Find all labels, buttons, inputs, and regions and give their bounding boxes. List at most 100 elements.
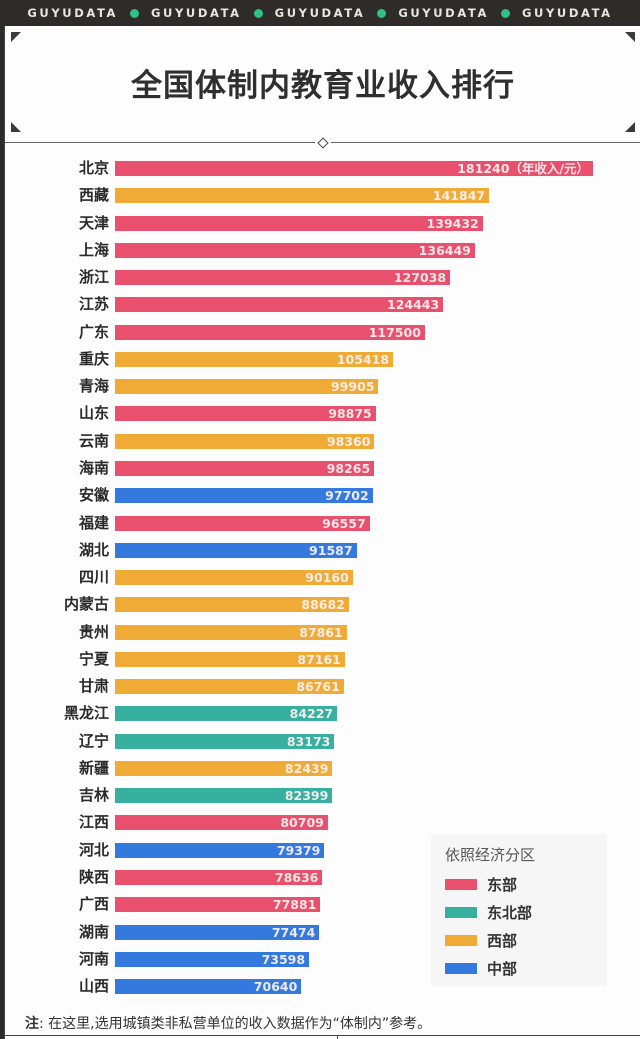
bar-row: 河北 79379 [5,840,640,860]
bar: 97702 [115,488,373,504]
bar-row: 宁夏 87161 [5,649,640,669]
bar: 79379 [115,842,325,858]
legend-item-east: 东部 [445,872,517,896]
bar-row: 山东 98875 [5,403,640,423]
bar-value-label: 105418 [336,351,390,367]
category-label: 四川 [78,568,109,587]
bar-row: 重庆 105418 [5,349,640,369]
bar-value-label: 141847 [432,188,486,204]
category-label: 广西 [78,895,109,914]
bar-value-label: 181240（年收入/元） [457,161,589,176]
bar-row: 贵州 87861 [5,622,640,642]
category-label: 河南 [78,949,109,968]
bar-value-label: 82399 [284,788,329,804]
bar: 181240（年收入/元） [115,161,593,176]
bar-value-label: 91587 [309,542,353,558]
bottom-rule [5,1035,640,1036]
bar: 77881 [115,897,321,913]
bar-value-label: 136449 [418,242,471,258]
bar: 77474 [115,924,320,940]
bar: 99905 [115,379,379,395]
bar: 136449 [115,242,475,258]
category-label: 云南 [78,431,109,450]
category-label: 辽宁 [78,731,109,750]
category-label: 重庆 [78,349,109,368]
legend-label: 东北部 [487,903,533,922]
legend-swatch [445,906,477,918]
category-label: 海南 [78,458,109,477]
bar-value-label: 86761 [296,679,340,695]
bar: 141847 [115,188,490,204]
chart-title: 全国体制内教育业收入排行 [131,68,515,104]
bar-row: 湖南 77474 [5,922,640,942]
bar-value-label: 96557 [322,515,366,531]
category-label: 青海 [78,377,109,396]
bar-value-label: 98875 [328,406,372,422]
category-label: 黑龙江 [63,704,109,723]
category-label: 福建 [78,513,109,532]
bar-row: 内蒙古 88682 [5,594,640,614]
category-label: 内蒙古 [63,595,109,614]
corner-decoration-icon [11,32,21,42]
bar: 124443 [115,297,444,313]
brand-text: GUYUDATA [398,6,489,20]
bar-row: 江西 80709 [5,812,640,832]
bar-row: 新疆 82439 [5,758,640,778]
bar-row: 西藏 141847 [5,185,640,205]
legend-swatch [445,934,477,946]
separator-dot-icon [253,8,263,18]
bar-row: 海南 98265 [5,458,640,478]
legend-label: 中部 [487,959,518,978]
category-label: 天津 [78,213,109,232]
corner-decoration-icon [625,122,635,132]
corner-decoration-icon [625,32,635,42]
bar-row: 辽宁 83173 [5,731,640,751]
footnote: 注: 在这里,选用城镇类非私营单位的收入数据作为“体制内”参考。 [25,1013,431,1033]
bar-row: 江苏 124443 [5,294,640,314]
category-label: 广东 [78,322,109,341]
bar: 105418 [115,351,394,367]
bar-row: 黑龙江 84227 [5,703,640,723]
bar: 86761 [115,679,344,695]
category-label: 江西 [78,813,109,832]
bar-value-label: 78636 [274,870,319,886]
diamond-icon [317,137,329,149]
bar-value-label: 70640 [253,979,298,995]
legend-label: 东部 [487,875,518,894]
bar-row: 湖北 91587 [5,540,640,560]
bar-row: 云南 98360 [5,431,640,451]
category-label: 吉林 [78,786,109,805]
bar-value-label: 117500 [368,324,421,340]
bar-value-label: 82439 [284,760,329,776]
bar: 87161 [115,651,345,667]
legend-label: 西部 [487,931,518,950]
bar: 139432 [115,215,483,231]
bar-row: 福建 96557 [5,513,640,533]
category-label: 上海 [78,240,109,259]
category-label: 江苏 [78,295,109,314]
bar-row: 广东 117500 [5,322,640,342]
bar: 127038 [115,270,451,286]
bar-value-label: 80709 [280,815,324,831]
bar-value-label: 84227 [289,706,334,722]
brand-text: GUYUDATA [521,6,613,20]
separator-dot-icon [377,8,387,18]
category-label: 湖北 [78,540,109,559]
brand-text: GUYUDATA [151,6,242,20]
bar-value-label: 139432 [426,215,479,231]
bar-row: 青海 99905 [5,376,640,396]
bar-row: 四川 90160 [5,567,640,587]
bar-value-label: 77881 [272,897,317,913]
bar: 88682 [115,597,349,613]
chart-card: 全国体制内教育业收入排行 北京 181240（年收入/元） 西藏 141847 天津 13… [4,26,640,1039]
bar-value-label: 99905 [330,379,375,395]
bar-value-label: 87161 [297,651,341,667]
bar: 90160 [115,570,353,586]
title-box: 全国体制内教育业收入排行 [5,26,640,140]
bar-value-label: 98360 [326,433,371,449]
footnote-prefix: 注 [25,1016,39,1032]
bar-value-label: 97702 [325,488,369,504]
bar: 82439 [115,760,333,776]
category-label: 浙江 [78,268,109,287]
bar: 98875 [115,406,376,422]
